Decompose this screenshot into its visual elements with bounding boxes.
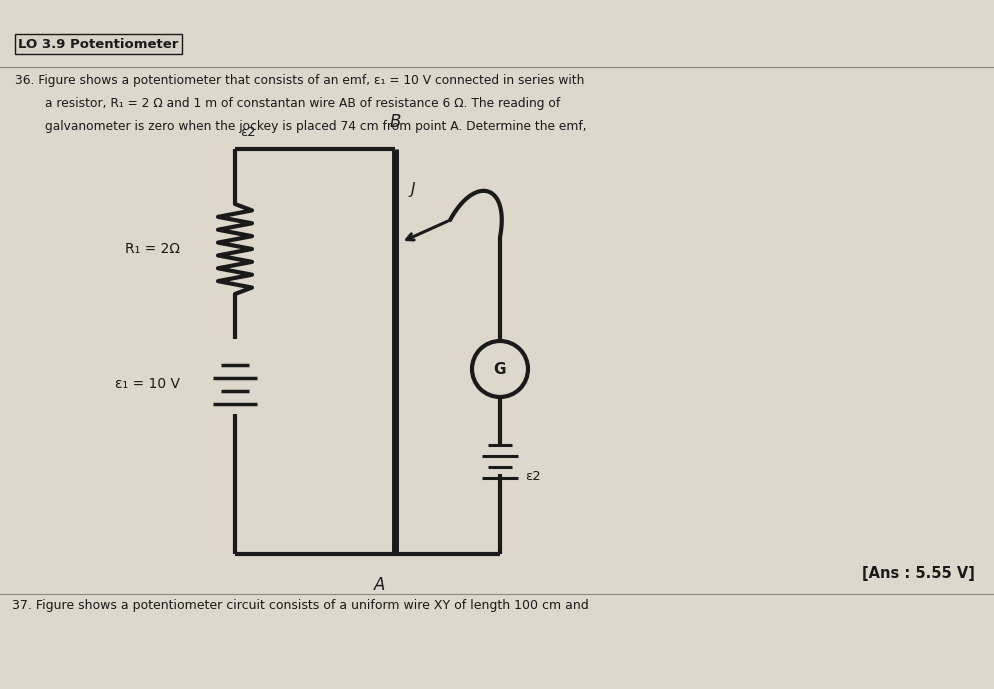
Text: R₁ = 2Ω: R₁ = 2Ω [125, 242, 180, 256]
Text: [Ans : 5.55 V]: [Ans : 5.55 V] [861, 566, 974, 581]
Text: G: G [493, 362, 506, 376]
Text: a resistor, R₁ = 2 Ω and 1 m of constantan wire AB of resistance 6 Ω. The readin: a resistor, R₁ = 2 Ω and 1 m of constant… [45, 97, 560, 110]
Text: J: J [410, 182, 414, 197]
Text: LO 3.9 Potentiometer: LO 3.9 Potentiometer [18, 37, 178, 50]
Circle shape [471, 341, 528, 397]
Text: ε₁ = 10 V: ε₁ = 10 V [115, 377, 180, 391]
Text: A: A [374, 576, 386, 594]
Text: galvanometer is zero when the jockey is placed 74 cm from point A. Determine the: galvanometer is zero when the jockey is … [45, 120, 586, 133]
Text: 36. Figure shows a potentiometer that consists of an emf, ε₁ = 10 V connected in: 36. Figure shows a potentiometer that co… [15, 74, 583, 87]
Text: ε2: ε2 [240, 126, 255, 139]
Text: B: B [389, 113, 401, 131]
Text: 37. Figure shows a potentiometer circuit consists of a uniform wire XY of length: 37. Figure shows a potentiometer circuit… [12, 599, 588, 612]
Text: ε2: ε2 [525, 469, 540, 482]
